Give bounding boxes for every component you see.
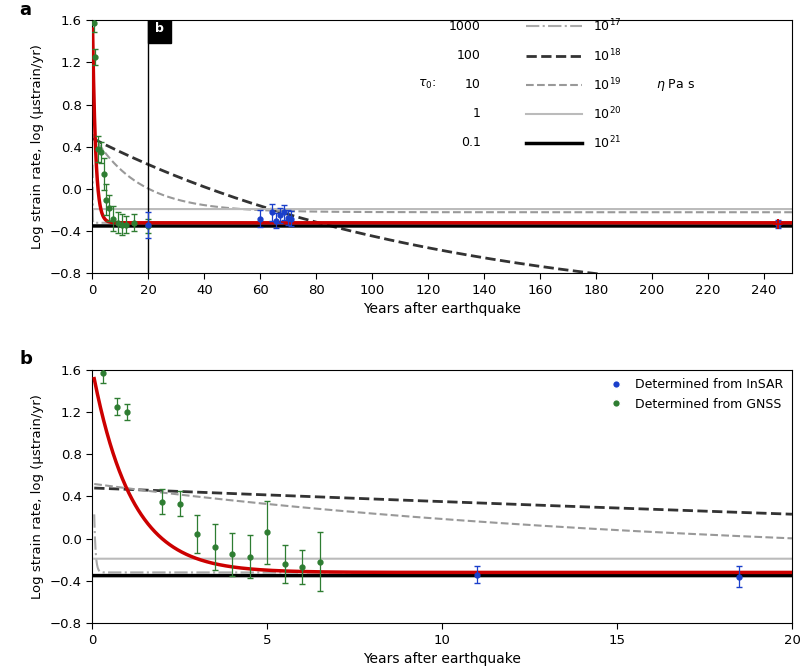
Text: $10^{20}$: $10^{20}$ (592, 106, 621, 122)
Text: $\eta$ Pa s: $\eta$ Pa s (654, 76, 694, 92)
Text: 1000: 1000 (448, 20, 480, 33)
Text: b: b (19, 350, 32, 369)
Text: $10^{17}$: $10^{17}$ (592, 18, 620, 35)
Text: $10^{18}$: $10^{18}$ (592, 48, 621, 64)
Legend: Determined from InSAR, Determined from GNSS: Determined from InSAR, Determined from G… (598, 373, 787, 416)
Text: $10^{21}$: $10^{21}$ (592, 135, 620, 151)
Y-axis label: Log strain rate, log (μstrain/yr): Log strain rate, log (μstrain/yr) (31, 394, 44, 599)
Text: 1: 1 (472, 107, 480, 121)
Text: $\tau_0$:: $\tau_0$: (418, 78, 435, 91)
Text: 10: 10 (464, 78, 480, 91)
Y-axis label: Log strain rate, log (μstrain/yr): Log strain rate, log (μstrain/yr) (31, 44, 44, 249)
Text: $10^{19}$: $10^{19}$ (592, 76, 620, 93)
Text: 0.1: 0.1 (460, 137, 480, 149)
Text: a: a (19, 1, 31, 19)
Text: b: b (155, 22, 164, 35)
X-axis label: Years after earthquake: Years after earthquake (363, 652, 520, 666)
Text: 100: 100 (456, 49, 480, 62)
FancyBboxPatch shape (149, 14, 170, 44)
X-axis label: Years after earthquake: Years after earthquake (363, 302, 520, 316)
